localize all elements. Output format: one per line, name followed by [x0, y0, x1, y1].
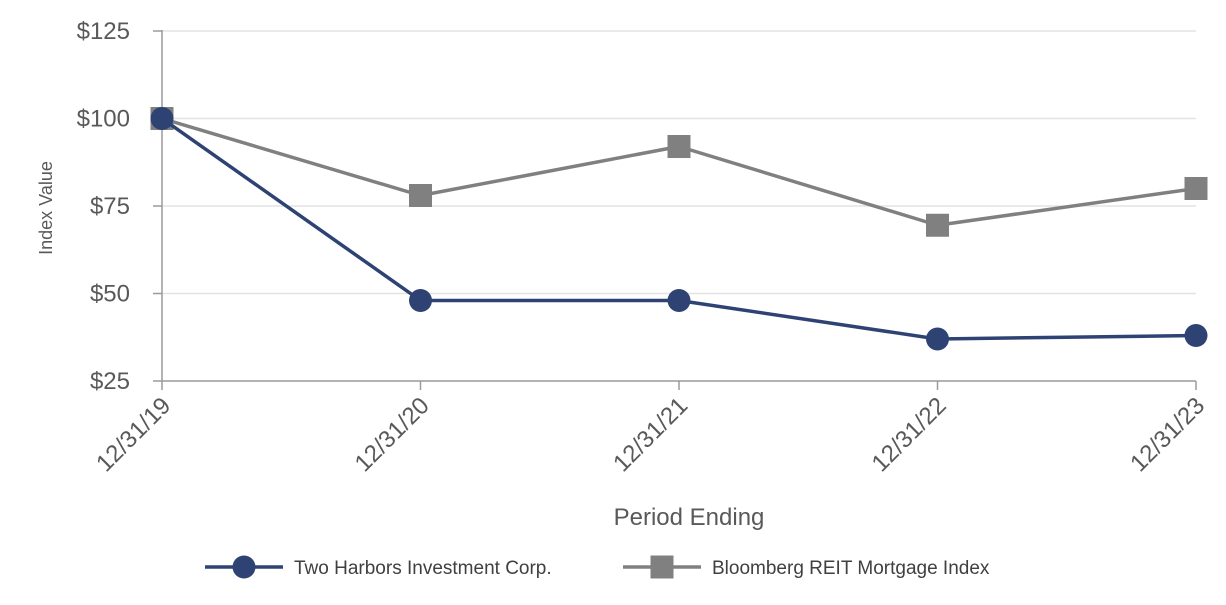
x-tick-label: 12/31/23 — [1125, 392, 1210, 477]
data-point — [1184, 177, 1208, 200]
x-tick-label: 12/31/22 — [867, 392, 952, 477]
y-axis-title: Index Value — [36, 161, 56, 255]
data-point — [667, 289, 691, 312]
y-tick-label: $25 — [90, 368, 130, 395]
y-tick-label: $100 — [77, 106, 130, 133]
y-tick-label: $50 — [90, 281, 130, 308]
data-point — [409, 289, 432, 312]
x-tick-label: 12/31/19 — [91, 392, 176, 477]
legend-marker — [650, 555, 674, 579]
x-axis-title: Period Ending — [614, 504, 765, 531]
legend-label: Two Harbors Investment Corp. — [294, 558, 552, 579]
data-point — [1184, 324, 1208, 347]
legend: Two Harbors Investment Corp. Bloomberg RE… — [205, 555, 990, 579]
data-point — [409, 184, 432, 207]
series-line — [161, 116, 1197, 227]
y-tick-label: $75 — [90, 193, 130, 220]
data-point — [667, 135, 691, 158]
data-point — [926, 327, 949, 351]
legend-marker — [232, 555, 256, 579]
legend-label: Bloomberg REIT Mortgage Index — [712, 558, 990, 579]
grid-layer — [162, 30, 1196, 295]
y-tick-label: $125 — [77, 18, 130, 45]
axis-layer — [153, 30, 1197, 390]
label-layer: $25 $50 $75 $100 $125 12/31/19 12/31/20 12/31/2… — [36, 18, 1210, 531]
data-point — [926, 213, 949, 237]
series-layer — [150, 107, 1208, 351]
x-tick-label: 12/31/20 — [350, 392, 435, 477]
data-point — [150, 107, 174, 130]
x-tick-label: 12/31/21 — [608, 392, 693, 477]
